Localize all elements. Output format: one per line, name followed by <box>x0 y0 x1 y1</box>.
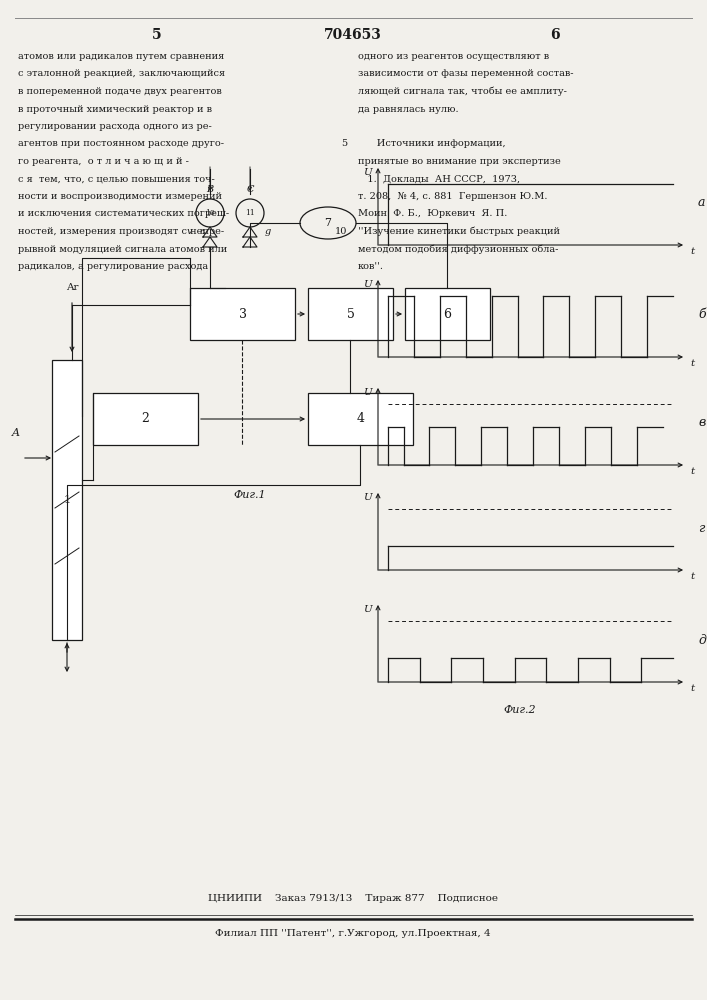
Text: U: U <box>363 493 372 502</box>
Text: 704653: 704653 <box>324 28 382 42</box>
Text: 6: 6 <box>443 308 452 320</box>
Text: агентов при постоянном расходе друго-: агентов при постоянном расходе друго- <box>18 139 224 148</box>
Text: ностей, измерения производят с непре-: ностей, измерения производят с непре- <box>18 227 224 236</box>
Text: ков''.: ков''. <box>358 262 384 271</box>
Text: ляющей сигнала так, чтобы ее амплиту-: ляющей сигнала так, чтобы ее амплиту- <box>358 87 567 97</box>
Text: Источники информации,: Источники информации, <box>358 139 506 148</box>
Text: да равнялась нулю.: да равнялась нулю. <box>358 104 459 113</box>
Text: t: t <box>690 467 694 476</box>
Text: с я  тем, что, с целью повышения точ-: с я тем, что, с целью повышения точ- <box>18 174 215 184</box>
Text: Моин  Ф. Б.,  Юркевич  Я. П.: Моин Ф. Б., Юркевич Я. П. <box>358 210 508 219</box>
Text: в попеременной подаче двух реагентов: в попеременной подаче двух реагентов <box>18 87 222 96</box>
Text: ''Изучение кинетики быстрых реакций: ''Изучение кинетики быстрых реакций <box>358 227 560 236</box>
Text: 10: 10 <box>334 227 347 236</box>
Text: Фиг.2: Фиг.2 <box>503 705 537 715</box>
Text: зависимости от фазы переменной состав-: зависимости от фазы переменной состав- <box>358 70 573 79</box>
Bar <box>308 393 413 445</box>
Text: t: t <box>690 572 694 581</box>
Text: 4: 4 <box>356 412 365 426</box>
Text: атомов или радикалов путем сравнения: атомов или радикалов путем сравнения <box>18 52 224 61</box>
Text: и исключения систематических погреш-: и исключения систематических погреш- <box>18 210 229 219</box>
Text: 5: 5 <box>152 28 162 42</box>
Text: 3: 3 <box>238 308 247 320</box>
Text: с эталонной реакцией, заключающийся: с эталонной реакцией, заключающийся <box>18 70 225 79</box>
Text: 11: 11 <box>245 209 255 217</box>
Text: 5: 5 <box>341 139 347 148</box>
Bar <box>52 360 82 640</box>
Text: 1: 1 <box>64 495 71 505</box>
Text: U: U <box>363 280 372 289</box>
Text: B: B <box>206 185 214 194</box>
Text: v: v <box>187 228 192 236</box>
Text: го реагента,  о т л и ч а ю щ и й -: го реагента, о т л и ч а ю щ и й - <box>18 157 189 166</box>
Text: 6: 6 <box>550 28 560 42</box>
Text: t: t <box>690 359 694 368</box>
Text: 2: 2 <box>141 412 149 426</box>
Text: 8: 8 <box>200 228 205 236</box>
Text: Фиг.1: Фиг.1 <box>234 490 267 500</box>
Text: рывной модуляцией сигнала атомов или: рывной модуляцией сигнала атомов или <box>18 244 227 253</box>
Text: регулировании расхода одного из ре-: регулировании расхода одного из ре- <box>18 122 212 131</box>
Text: одного из реагентов осуществляют в: одного из реагентов осуществляют в <box>358 52 549 61</box>
Text: U: U <box>363 388 372 397</box>
Text: в проточный химический реактор и в: в проточный химический реактор и в <box>18 104 212 113</box>
Text: г: г <box>698 522 704 534</box>
Bar <box>93 393 198 445</box>
Text: 5: 5 <box>346 308 354 320</box>
Text: радикалов, а регулирование расхода: радикалов, а регулирование расхода <box>18 262 208 271</box>
Text: U: U <box>363 605 372 614</box>
Bar <box>190 288 295 340</box>
Text: б: б <box>698 308 706 322</box>
Text: 1.  Доклады  АН СССР,  1973,: 1. Доклады АН СССР, 1973, <box>358 174 520 184</box>
Text: д: д <box>698 634 706 647</box>
Bar <box>308 288 393 340</box>
Text: в: в <box>698 416 706 430</box>
Text: 7: 7 <box>325 218 332 228</box>
Text: t: t <box>690 247 694 256</box>
Text: Филиал ПП ''Патент'', г.Ужгород, ул.Проектная, 4: Филиал ПП ''Патент'', г.Ужгород, ул.Прое… <box>215 929 491 938</box>
Text: t: t <box>690 684 694 693</box>
Text: ЦНИИПИ    Заказ 7913/13    Тираж 877    Подписное: ЦНИИПИ Заказ 7913/13 Тираж 877 Подписное <box>208 894 498 903</box>
Text: U: U <box>363 168 372 177</box>
Text: методом подобия диффузионных обла-: методом подобия диффузионных обла- <box>358 244 559 254</box>
Text: т. 208,  № 4, с. 881  Гершензон Ю.М.: т. 208, № 4, с. 881 Гершензон Ю.М. <box>358 192 547 201</box>
Text: 10: 10 <box>205 209 215 217</box>
Bar <box>405 288 490 340</box>
Text: ности и воспроизводимости измерений: ности и воспроизводимости измерений <box>18 192 222 201</box>
Text: C: C <box>246 185 254 194</box>
Text: а: а <box>698 196 706 210</box>
Text: A: A <box>12 428 20 438</box>
Text: g: g <box>265 228 271 236</box>
Text: принятые во внимание при экспертизе: принятые во внимание при экспертизе <box>358 157 561 166</box>
Text: Ar: Ar <box>66 283 78 292</box>
